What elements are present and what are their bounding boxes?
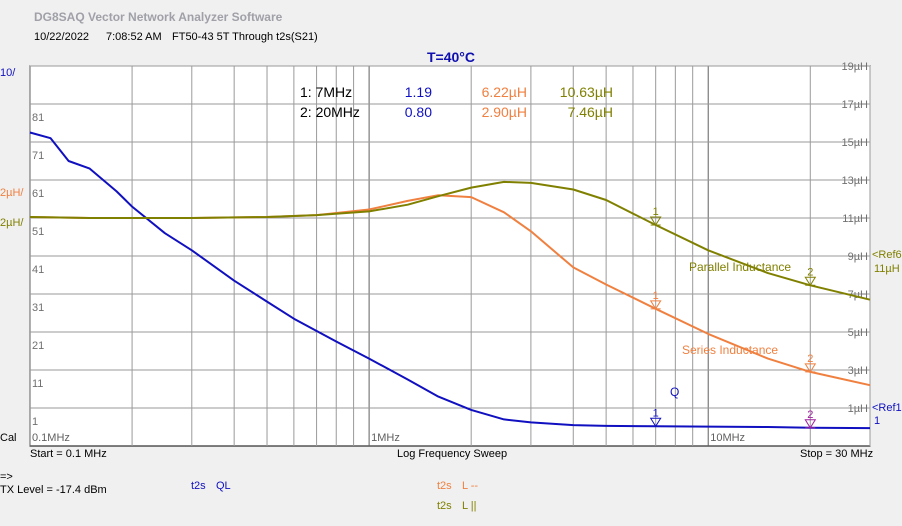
left-tick-label: 71 — [32, 150, 44, 162]
left-tick-label: 41 — [32, 264, 44, 276]
marker-readout-q: 0.80 — [405, 104, 432, 120]
cal-label: Cal — [0, 432, 17, 444]
marker-1-series-label: 1 — [653, 290, 659, 302]
ref1-value: 1 — [874, 415, 880, 427]
marker-readout-q: 1.19 — [405, 84, 432, 100]
series-series-label: Series Inductance — [682, 343, 778, 357]
legend-lp-source: t2s — [437, 500, 452, 512]
right-tick-label: 13µH — [841, 175, 868, 187]
arrow-indicator: => — [0, 471, 13, 483]
legend-ql: QL — [216, 480, 231, 492]
left-tick-label: 31 — [32, 302, 44, 314]
marker-1-q-triangle — [649, 417, 662, 428]
start-frequency: Start = 0.1 MHz — [30, 448, 107, 460]
marker-2-series-label: 2 — [807, 353, 813, 365]
legend-ql-source: t2s — [191, 480, 206, 492]
right-tick-label: 19µH — [841, 61, 868, 73]
right-tick-label: 1µH — [848, 403, 868, 415]
legend-ls-source: t2s — [437, 480, 452, 492]
header-date: 10/22/2022 — [34, 31, 90, 43]
marker-1-q-label: 1 — [653, 407, 659, 419]
parallel-series-label: Parallel Inductance — [689, 260, 791, 274]
marker-1-parallel-label: 1 — [653, 206, 659, 218]
left-tick-label: 51 — [32, 226, 44, 238]
legend-lp: L || — [462, 500, 477, 512]
right-tick-label: 17µH — [841, 99, 868, 111]
marker-2-series-triangle — [804, 363, 817, 373]
parallel-inductance-curve — [29, 180, 871, 301]
right-tick-label: 3µH — [848, 365, 868, 377]
left-tick-label: 81 — [32, 112, 44, 124]
sweep-type: Log Frequency Sweep — [397, 448, 508, 460]
marker-readout-lp: 10.63µH — [560, 84, 613, 100]
temperature-label: T=40°C — [426, 49, 475, 65]
right-tick-label: 15µH — [841, 137, 868, 149]
marker-2-q-triangle — [804, 419, 817, 429]
header-measurement: FT50-43 5T Through t2s(S21) — [172, 31, 318, 43]
marker-readout-label: 1: 7MHz — [300, 84, 352, 100]
ls-scale-label: 2µH/ — [0, 187, 24, 199]
x-tick-label: 0.1MHz — [32, 432, 70, 444]
header-time: 7:08:52 AM — [106, 31, 162, 43]
x-tick-label: 1MHz — [371, 432, 400, 444]
ref6-marker: <Ref6 — [872, 249, 902, 261]
marker-readout-ls: 6.22µH — [482, 84, 527, 100]
ref1-marker: <Ref1 — [872, 402, 902, 414]
left-tick-label: 21 — [32, 340, 44, 352]
right-tick-label: 5µH — [848, 327, 868, 339]
marker-2-q-label: 2 — [807, 409, 813, 421]
right-tick-label: 11µH — [842, 213, 868, 225]
q-scale-label: 10/ — [0, 67, 16, 79]
x-tick-label: 10MHz — [710, 432, 745, 444]
stop-frequency: Stop = 30 MHz — [800, 448, 874, 460]
marker-readout-label: 2: 20MHz — [300, 104, 360, 120]
left-tick-label: 11 — [32, 378, 43, 390]
marker-readout-lp: 7.46µH — [568, 104, 613, 120]
lp-scale-label: 2µH/ — [0, 217, 24, 229]
tx-level: TX Level = -17.4 dBm — [0, 484, 107, 496]
marker-1-series-triangle — [649, 300, 662, 310]
legend-ls: L -- — [462, 480, 479, 492]
ref6-value: 11µH — [874, 263, 900, 275]
marker-readout-ls: 2.90µH — [482, 104, 527, 120]
marker-2-parallel-triangle — [804, 276, 817, 287]
left-tick-label: 61 — [32, 188, 44, 200]
right-tick-label: 9µH — [848, 251, 868, 263]
app-title: DG8SAQ Vector Network Analyzer Software — [34, 10, 283, 24]
marker-2-parallel-label: 2 — [807, 266, 813, 278]
marker-1-parallel-triangle — [649, 216, 662, 226]
q-series-label: Q — [670, 385, 679, 399]
left-tick-label: 1 — [32, 416, 38, 428]
